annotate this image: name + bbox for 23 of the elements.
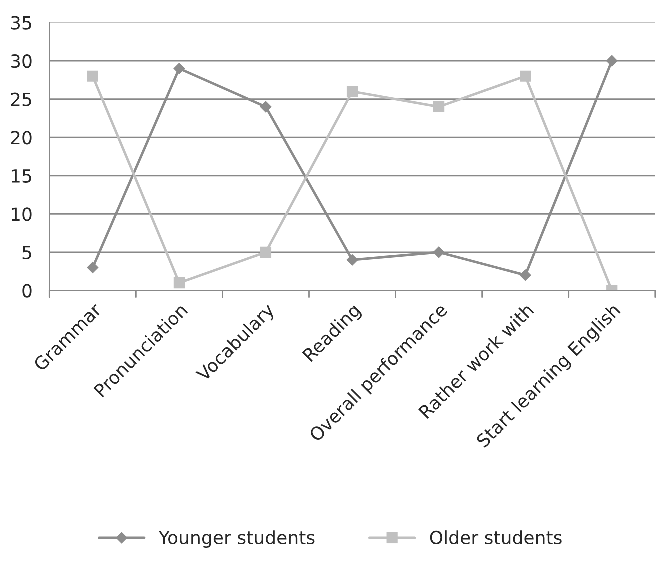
y-tick-label: 5 bbox=[22, 246, 32, 260]
y-tick-label: 25 bbox=[11, 92, 32, 106]
point bbox=[87, 70, 98, 82]
point bbox=[346, 254, 358, 266]
point bbox=[433, 101, 445, 113]
point bbox=[87, 262, 99, 274]
point bbox=[520, 270, 532, 282]
point bbox=[346, 86, 358, 98]
y-tick-label: 0 bbox=[22, 284, 32, 298]
point bbox=[260, 101, 272, 113]
y-tick-label: 10 bbox=[12, 208, 32, 222]
legend-label: Older students bbox=[430, 530, 562, 545]
point bbox=[433, 246, 445, 258]
y-tick-label: 30 bbox=[11, 54, 32, 68]
y-tick-label: 20 bbox=[11, 131, 32, 145]
point bbox=[520, 70, 532, 82]
point bbox=[260, 246, 272, 258]
point bbox=[606, 55, 618, 67]
point bbox=[174, 277, 186, 289]
y-tick-label: 15 bbox=[12, 170, 32, 183]
legend-label: Younger students bbox=[158, 530, 315, 548]
point bbox=[174, 62, 186, 75]
y-tick-label: 35 bbox=[11, 16, 32, 30]
